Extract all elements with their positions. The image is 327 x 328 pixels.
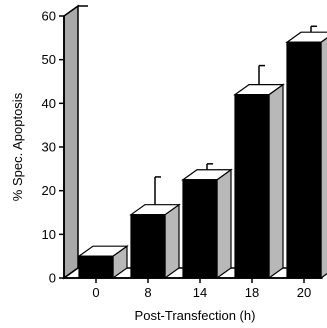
y-tick-label: 30 [42,140,56,155]
bar-front [130,214,166,279]
y-tick-label: 20 [42,183,56,198]
x-tick-label: 20 [297,285,311,300]
y-axis-title: % Spec. Apoptosis [10,92,25,201]
bar-8 [129,176,181,280]
x-tick-label: 14 [193,285,207,300]
bar-front [182,179,218,279]
bar-front [286,41,322,279]
bar-front [234,93,270,279]
y-tick-label: 0 [49,271,56,286]
bar-side [164,203,180,280]
y-tick-label: 40 [42,96,56,111]
y-tick-label: 60 [42,9,56,24]
x-tick-label: 0 [92,285,99,300]
bar-14 [181,163,233,280]
bar-front [78,255,114,279]
bar-20 [285,25,327,280]
left-wall [63,4,79,280]
bars-group [77,25,327,280]
bar-top [285,31,327,43]
x-tick-label: 18 [245,285,259,300]
x-axis: 0 8 14 18 20 [64,277,322,300]
bar-0 [77,245,129,280]
x-axis-title: Post-Transfection (h) [135,308,256,323]
bar-side [268,83,284,280]
bar-18 [233,64,285,280]
x-tick-label: 8 [144,285,151,300]
bar-side [320,37,327,280]
bar-side [216,168,232,280]
y-tick-label: 50 [42,52,56,67]
y-axis: 0 10 20 30 40 50 60 [42,9,65,286]
y-tick-label: 10 [42,227,56,242]
